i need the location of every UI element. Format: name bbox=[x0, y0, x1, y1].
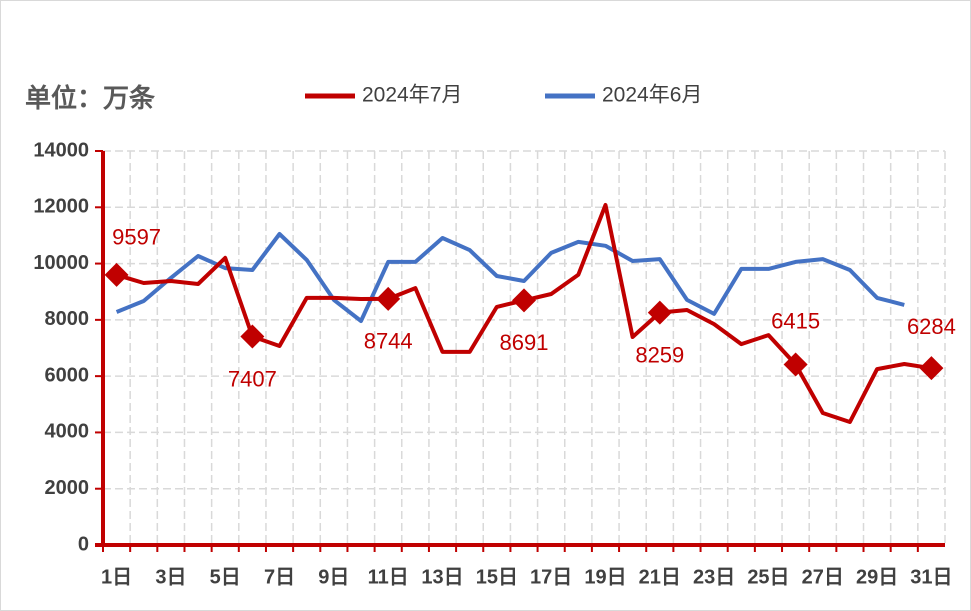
y-tick-label: 14000 bbox=[33, 139, 89, 161]
y-tick-label: 8000 bbox=[45, 308, 90, 330]
diamond-marker bbox=[104, 262, 129, 287]
value-label: 8259 bbox=[635, 342, 684, 367]
x-tick-label: 1日 bbox=[101, 566, 132, 588]
x-tick-label: 25日 bbox=[747, 566, 789, 588]
series-line bbox=[115, 232, 905, 323]
value-label: 6415 bbox=[771, 308, 820, 333]
x-tick-label: 11日 bbox=[368, 566, 409, 588]
x-tick-label: 15日 bbox=[476, 566, 518, 588]
x-tick-label: 31日 bbox=[910, 566, 952, 588]
x-tick-label: 3日 bbox=[155, 566, 186, 588]
value-label: 9597 bbox=[112, 225, 161, 250]
y-tick-label: 10000 bbox=[33, 252, 89, 274]
y-tick-label: 0 bbox=[78, 533, 89, 555]
diamond-marker bbox=[647, 300, 672, 325]
y-tick-label: 12000 bbox=[33, 196, 89, 218]
value-label: 8691 bbox=[500, 330, 549, 355]
diamond-marker bbox=[919, 356, 944, 381]
diamond-marker bbox=[376, 286, 401, 311]
diamond-marker bbox=[512, 288, 536, 313]
x-tick-label: 5日 bbox=[210, 566, 241, 588]
x-tick-label: 7日 bbox=[264, 566, 295, 588]
x-tick-label: 19日 bbox=[584, 566, 626, 588]
y-tick-label: 4000 bbox=[45, 421, 90, 443]
y-tick-label: 6000 bbox=[45, 364, 90, 386]
x-tick-label: 13日 bbox=[421, 566, 463, 588]
x-tick-label: 17日 bbox=[530, 566, 572, 588]
value-label: 7407 bbox=[228, 366, 277, 391]
diamond-marker bbox=[783, 352, 808, 377]
value-label: 6284 bbox=[907, 314, 956, 339]
value-label: 8744 bbox=[364, 329, 413, 354]
legend-label: 2024年6月 bbox=[602, 84, 702, 107]
x-tick-label: 27日 bbox=[802, 566, 844, 588]
legend-label: 2024年7月 bbox=[362, 84, 462, 107]
chart-title: 单位：万条 bbox=[25, 83, 156, 113]
y-tick-label: 2000 bbox=[45, 477, 90, 499]
x-tick-label: 29日 bbox=[856, 566, 898, 588]
x-tick-label: 23日 bbox=[693, 566, 735, 588]
diamond-marker bbox=[240, 324, 265, 349]
x-tick-label: 9日 bbox=[318, 566, 349, 588]
x-tick-label: 21日 bbox=[639, 566, 681, 588]
